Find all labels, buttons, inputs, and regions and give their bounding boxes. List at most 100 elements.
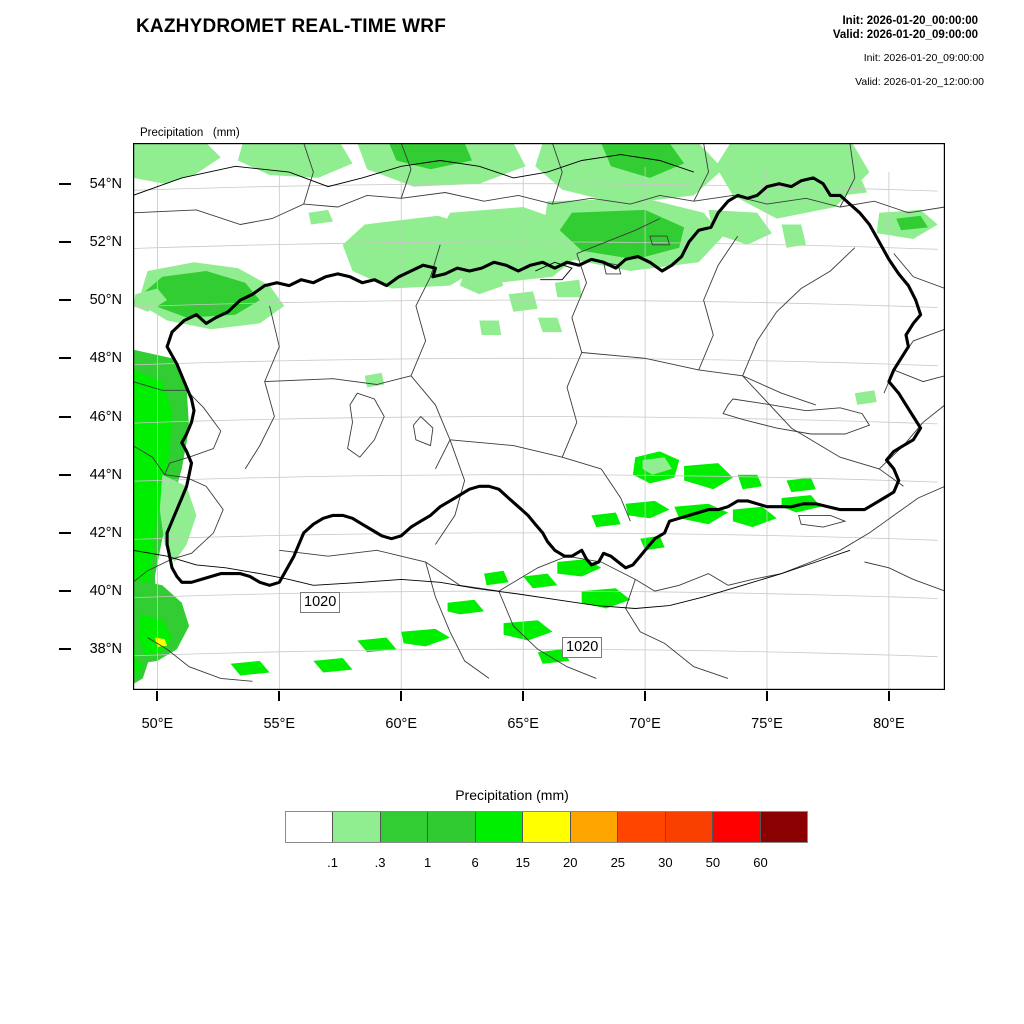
administrative-border bbox=[449, 439, 602, 470]
precipitation-area bbox=[313, 658, 353, 673]
valid-time-bold: Valid: 2026-01-20_09:00:00 bbox=[832, 29, 978, 41]
precipitation-area bbox=[484, 570, 509, 586]
lat-tick-label: 48°N bbox=[89, 350, 122, 367]
colorbar-tick: 60 bbox=[753, 855, 768, 870]
colorbar-cell[interactable] bbox=[286, 812, 334, 842]
lon-tick-label: 75°E bbox=[751, 716, 783, 732]
colorbar-cell[interactable] bbox=[333, 812, 381, 842]
colorbar-cell[interactable] bbox=[523, 812, 571, 842]
precipitation-area bbox=[308, 209, 333, 225]
lat-tick-label: 50°N bbox=[89, 292, 122, 309]
lon-tick-mark bbox=[887, 691, 890, 701]
lat-tick-mark bbox=[59, 590, 71, 593]
country-border-segment bbox=[165, 298, 923, 587]
gridline bbox=[133, 241, 938, 250]
colorbar-cell[interactable] bbox=[380, 812, 429, 842]
precipitation-area bbox=[625, 500, 670, 519]
weather-map[interactable]: 1020 1020 bbox=[132, 142, 946, 691]
colorbar-cell[interactable] bbox=[428, 812, 476, 842]
colorbar-cell[interactable] bbox=[618, 812, 666, 842]
lon-tick-label: 50°E bbox=[141, 716, 174, 732]
precipitation-area bbox=[159, 474, 197, 562]
valid-time-regular: Valid: 2026-01-20_12:00:00 bbox=[855, 76, 984, 88]
administrative-border bbox=[742, 247, 856, 376]
colorbar-tick: 15 bbox=[515, 855, 530, 870]
pressure-contour bbox=[313, 578, 475, 589]
administrative-border bbox=[498, 590, 597, 679]
lon-tick-mark bbox=[765, 691, 768, 701]
administrative-border bbox=[893, 369, 945, 383]
precipitation-area bbox=[781, 224, 806, 248]
administrative-border bbox=[279, 549, 636, 592]
precipitation-area bbox=[854, 390, 877, 405]
administrative-border bbox=[133, 445, 166, 475]
administrative-border bbox=[625, 579, 729, 679]
lat-tick-mark bbox=[59, 240, 71, 243]
coastline-outline bbox=[603, 261, 622, 275]
national-border-kazakhstan bbox=[165, 176, 923, 587]
lat-tick-label: 44°N bbox=[89, 466, 122, 483]
administrative-border bbox=[742, 375, 816, 406]
country-border-segment bbox=[170, 176, 918, 334]
colorbar-cell[interactable] bbox=[760, 812, 807, 842]
colorbar-cell[interactable] bbox=[475, 812, 524, 842]
colorbar-cell[interactable] bbox=[713, 812, 761, 842]
init-time-bold: Init: 2026-01-20_00:00:00 bbox=[842, 15, 978, 27]
coastline-outline bbox=[649, 235, 671, 246]
gridline bbox=[133, 357, 938, 367]
coastline-outline bbox=[798, 514, 847, 528]
gridline bbox=[133, 474, 938, 483]
pressure-contour-label: 1020 bbox=[300, 592, 341, 613]
precipitation-area bbox=[479, 320, 502, 335]
pressure-contour bbox=[133, 154, 694, 196]
administrative-border bbox=[264, 375, 412, 385]
lon-tick-mark bbox=[278, 691, 281, 701]
precipitation-area bbox=[133, 288, 168, 312]
page-title: KAZHYDROMET REAL-TIME WRF bbox=[136, 16, 447, 37]
lat-tick-label: 46°N bbox=[89, 408, 122, 425]
colorbar-tick: 1 bbox=[424, 855, 432, 870]
model-run-stamp-primary: Init: 2026-01-20_00:00:00 Valid: 2026-01… bbox=[833, 14, 978, 42]
lat-tick-mark bbox=[59, 531, 71, 534]
model-run-stamp-secondary: Init: 2026-01-20_09:00:00 Valid: 2026-01… bbox=[855, 46, 984, 94]
gridline bbox=[133, 183, 938, 192]
gridline bbox=[133, 299, 938, 308]
administrative-border bbox=[727, 485, 945, 586]
precipitation-area bbox=[523, 573, 558, 589]
lat-tick-mark bbox=[59, 648, 71, 651]
lat-tick-mark bbox=[59, 299, 71, 302]
lon-tick-label: 55°E bbox=[263, 716, 296, 732]
coastline-outline bbox=[722, 398, 871, 435]
colorbar[interactable] bbox=[285, 811, 808, 843]
field-label-precipitation: Precipitation (mm) bbox=[140, 127, 240, 139]
lat-tick-mark bbox=[59, 357, 71, 360]
gridline bbox=[133, 590, 938, 599]
administrative-border bbox=[600, 468, 631, 522]
colorbar-title: Precipitation (mm) bbox=[455, 787, 569, 803]
pressure-contour bbox=[703, 549, 851, 598]
precipitation-area bbox=[459, 268, 504, 295]
lon-tick-label: 80°E bbox=[873, 716, 905, 732]
lon-tick-label: 70°E bbox=[629, 716, 661, 732]
lat-tick-label: 40°N bbox=[89, 583, 122, 600]
precipitation-area bbox=[154, 637, 168, 647]
map-canvas[interactable] bbox=[132, 142, 946, 691]
precipitation-area bbox=[554, 279, 582, 298]
administrative-border bbox=[693, 143, 709, 202]
precipitation-area bbox=[230, 660, 270, 676]
precipitation-area bbox=[133, 143, 221, 184]
administrative-border bbox=[698, 235, 739, 371]
gridline bbox=[133, 532, 938, 541]
administrative-border bbox=[435, 439, 466, 545]
init-time-regular: Init: 2026-01-20_09:00:00 bbox=[863, 52, 984, 64]
precipitation-area bbox=[732, 506, 777, 528]
colorbar-cell[interactable] bbox=[570, 812, 619, 842]
administrative-border bbox=[839, 143, 856, 208]
precipitation-area bbox=[601, 143, 685, 178]
lon-tick-label: 65°E bbox=[507, 716, 539, 732]
colorbar-cell[interactable] bbox=[665, 812, 714, 842]
administrative-border bbox=[133, 194, 402, 225]
colorbar-tick: 6 bbox=[471, 855, 479, 870]
colorbar-tick: .3 bbox=[374, 855, 386, 870]
colorbar-tick: 25 bbox=[610, 855, 626, 870]
